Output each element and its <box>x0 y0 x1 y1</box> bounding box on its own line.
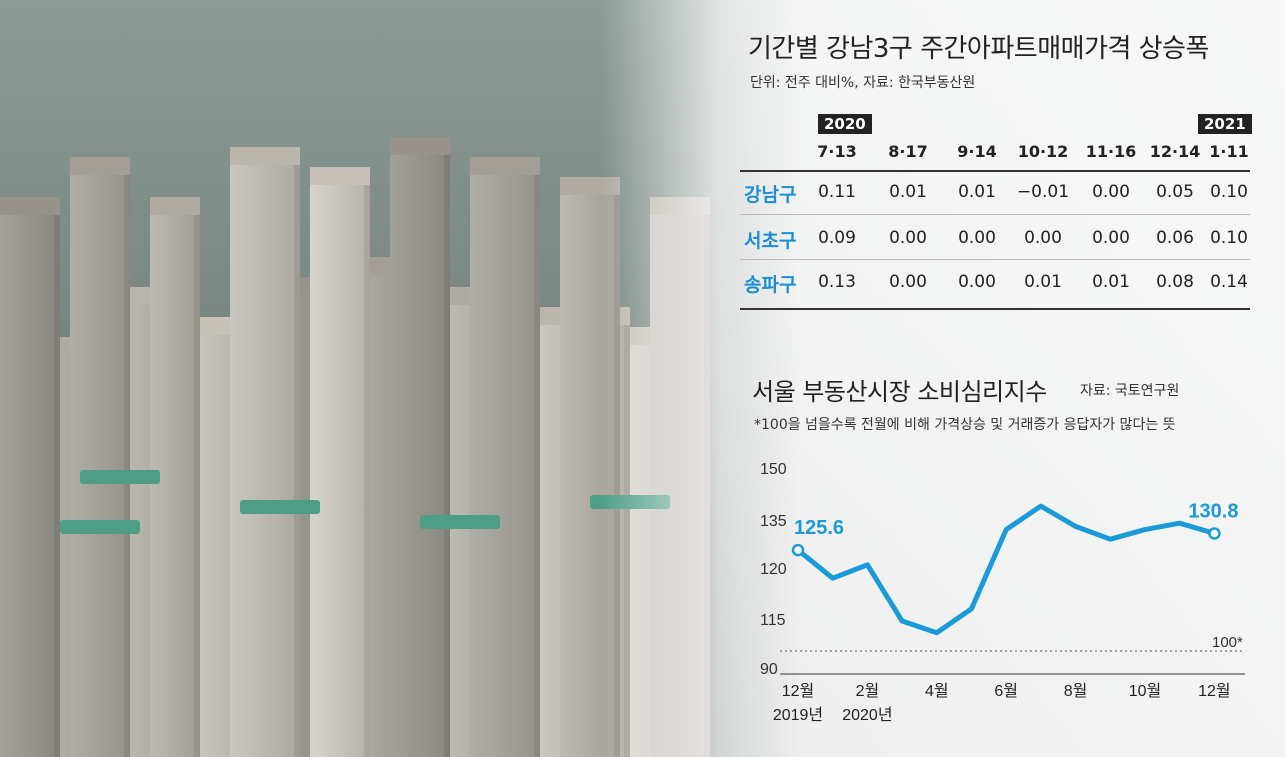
info-panel: 기간별 강남3구 주간아파트매매가격 상승폭 단위: 전주 대비%, 자료: 한… <box>740 0 1285 757</box>
table-rule-bottom <box>740 308 1250 310</box>
table-cell: 0.00 <box>889 272 927 292</box>
reference-line-label: 100* <box>1212 634 1243 651</box>
table-cell: 0.14 <box>1210 272 1248 292</box>
table-cell: 0.08 <box>1156 272 1194 292</box>
table-cell: −0.01 <box>1016 182 1070 202</box>
table-cell: 0.06 <box>1156 228 1194 248</box>
x-tick-label: 10월 <box>1129 682 1162 700</box>
chart-title: 서울 부동산시장 소비심리지수 <box>752 378 1047 406</box>
table-cell: 0.01 <box>889 182 927 202</box>
table-cell: 0.00 <box>1092 182 1130 202</box>
table-cell: 0.10 <box>1210 182 1248 202</box>
table-cell: 0.13 <box>818 272 856 292</box>
sentiment-line-chart: 150 135 120 115 90 100* 12월 2019년 2월 2020년 4월 6월 8월 1… <box>760 461 1245 724</box>
table-row-label: 서초구 <box>744 230 797 252</box>
table-cell: 0.00 <box>958 228 996 248</box>
y-tick-label: 90 <box>760 661 778 678</box>
y-tick-label: 120 <box>760 561 787 578</box>
table-cell: 0.00 <box>958 272 996 292</box>
x-tick-label: 12월 <box>782 682 815 700</box>
table-cell: 0.01 <box>1092 272 1130 292</box>
year-badge-end: 2021 <box>1198 114 1252 134</box>
table-col-header: 1·11 <box>1209 142 1249 161</box>
x-tick-label: 4월 <box>925 682 949 700</box>
x-tick-year: 2019년 <box>773 706 823 724</box>
table-rule-row1 <box>740 214 1250 215</box>
x-tick-label: 12월 <box>1198 682 1231 700</box>
x-tick-year: 2020년 <box>842 706 892 724</box>
table-col-header: 12·14 <box>1149 142 1201 161</box>
price-change-table: 2020 2021 7·13 8·17 9·14 10·12 11·16 12·14 1·1… <box>740 112 1270 322</box>
chart-source: 자료: 국토연구원 <box>1080 383 1180 399</box>
table-cell: 0.01 <box>958 182 996 202</box>
table-row-label: 송파구 <box>744 274 797 296</box>
table-cell: 0.10 <box>1210 228 1248 248</box>
table-cell: 0.00 <box>1024 228 1062 248</box>
table-cell: 0.00 <box>889 228 927 248</box>
x-tick-label: 6월 <box>994 682 1018 700</box>
y-tick-label: 115 <box>760 612 786 629</box>
year-badge-start: 2020 <box>818 114 872 134</box>
table-rule-row2 <box>740 259 1250 260</box>
start-point-marker <box>791 543 805 557</box>
table-unit-source: 단위: 전주 대비%, 자료: 한국부동산원 <box>750 75 976 91</box>
y-tick-label: 150 <box>760 461 787 478</box>
end-value-label: 130.8 <box>1188 500 1238 522</box>
table-col-header: 10·12 <box>1017 142 1069 161</box>
end-point-marker <box>1208 527 1221 540</box>
table-col-header: 11·16 <box>1085 142 1137 161</box>
table-cell: 0.00 <box>1092 228 1130 248</box>
chart-note: *100을 넘을수록 전월에 비해 가격상승 및 거래증가 응답자가 많다는 뜻 <box>754 417 1176 433</box>
table-cell: 0.11 <box>818 182 856 202</box>
y-tick-label: 135 <box>760 513 787 530</box>
sentiment-series-line <box>795 503 1217 636</box>
table-cell: 0.05 <box>1156 182 1194 202</box>
table-col-header: 9·14 <box>957 142 997 161</box>
table-col-header: 7·13 <box>817 142 857 161</box>
start-value-label: 125.6 <box>794 517 844 539</box>
table-col-header: 8·17 <box>888 142 928 161</box>
table-cell: 0.09 <box>818 228 856 248</box>
x-tick-label: 2월 <box>856 682 880 700</box>
table-cell: 0.01 <box>1024 272 1062 292</box>
table-row-label: 강남구 <box>744 184 797 206</box>
table-title: 기간별 강남3구 주간아파트매매가격 상승폭 <box>748 34 1209 64</box>
x-tick-label: 8월 <box>1064 682 1088 700</box>
table-rule-top <box>740 170 1250 172</box>
